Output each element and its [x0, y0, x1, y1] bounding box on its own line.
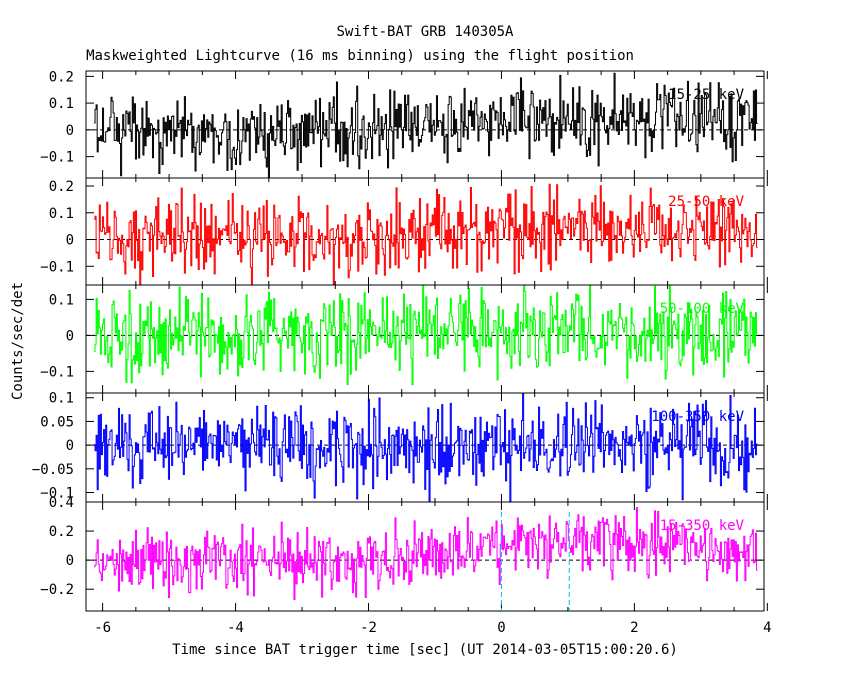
lightcurve-50-100-keV — [93, 285, 758, 386]
lightcurve-15-25-keV — [93, 72, 758, 178]
y-tick-label: 0.4 — [49, 495, 74, 511]
series-label: 25-50 keV — [668, 194, 744, 210]
y-tick-label: 0.2 — [49, 179, 74, 195]
lightcurve-100-350-keV — [93, 393, 758, 502]
x-tick-label: 4 — [763, 620, 771, 636]
lightcurve-15-350-keV — [93, 507, 758, 601]
y-tick-label: 0 — [66, 553, 74, 569]
series-label: 100-350 keV — [651, 409, 744, 425]
x-tick-label: 2 — [630, 620, 638, 636]
y-tick-label: −0.05 — [32, 462, 74, 478]
series-label: 50-100 keV — [660, 301, 745, 317]
y-tick-label: 0.2 — [49, 69, 74, 85]
y-axis-label: Counts/sec/det — [10, 282, 26, 400]
chart-subtitle: Maskweighted Lightcurve (16 ms binning) … — [86, 48, 634, 64]
y-tick-label: −0.1 — [40, 259, 74, 275]
y-tick-label: −0.1 — [40, 150, 74, 166]
y-tick-label: −0.2 — [40, 582, 74, 598]
panels-group: 15-25 keV 0.2 0.1 0 −0.1 25-50 keV 0.2 0.1 0 −0.1… — [32, 69, 772, 636]
y-tick-label: 0.1 — [49, 206, 74, 222]
y-tick-label: 0.1 — [49, 391, 74, 407]
x-tick-label: 0 — [497, 620, 505, 636]
chart-title: Swift-BAT GRB 140305A — [336, 24, 514, 40]
series-label: 15-25 keV — [668, 87, 744, 103]
y-tick-label: 0.1 — [49, 292, 74, 308]
y-tick-label: 0.1 — [49, 96, 74, 112]
x-tick-label: -4 — [227, 620, 244, 636]
series-label: 15-350 keV — [660, 518, 745, 534]
x-axis-label: Time since BAT trigger time [sec] (UT 20… — [172, 642, 678, 658]
y-tick-label: 0 — [66, 123, 74, 139]
y-tick-label: −0.1 — [40, 486, 74, 502]
lightcurve-25-50-keV — [93, 183, 758, 285]
panel-frame-4 — [85, 501, 765, 612]
y-tick-label: 0 — [66, 438, 74, 454]
y-tick-label: 0.2 — [49, 524, 74, 540]
y-tick-label: 0 — [66, 328, 74, 344]
y-tick-label: 0 — [66, 233, 74, 249]
x-tick-label: -6 — [94, 620, 111, 636]
x-tick-label: -2 — [360, 620, 377, 636]
y-tick-label: 0.05 — [40, 414, 74, 430]
y-tick-label: −0.1 — [40, 364, 74, 380]
